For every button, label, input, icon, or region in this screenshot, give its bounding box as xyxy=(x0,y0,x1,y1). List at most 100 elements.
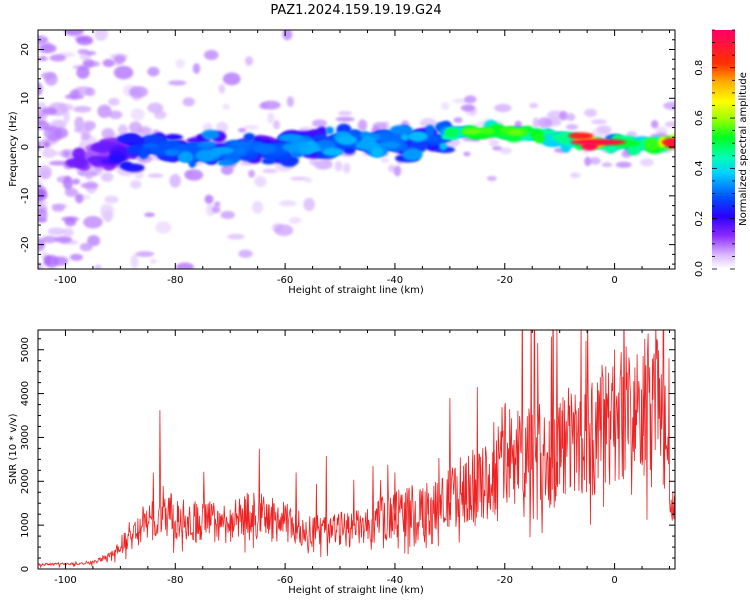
spectrogram-cell xyxy=(147,66,160,77)
spectrogram-cell xyxy=(101,128,115,140)
spectrogram-cell xyxy=(277,133,302,142)
spectrogram-cell xyxy=(389,125,413,135)
colorbar-tick-label: 0.2 xyxy=(694,211,705,227)
spectrogram-cell xyxy=(43,255,53,266)
spectrogram-cell xyxy=(425,134,439,142)
spectrogram-cell xyxy=(116,134,143,144)
spectrogram-cell xyxy=(74,116,85,130)
y-tick-label: 10 xyxy=(20,92,31,105)
spectrogram-cell xyxy=(164,149,180,157)
spectrogram-cell xyxy=(252,200,264,214)
spectrogram-cell xyxy=(101,210,114,222)
spectrogram-cell xyxy=(41,148,56,159)
spectrogram-cell xyxy=(252,143,277,155)
spectrogram-cell xyxy=(486,175,497,182)
spectrogram-cell xyxy=(559,110,568,121)
spectrogram-cell xyxy=(167,80,187,86)
spectrogram-cell xyxy=(439,142,448,151)
spectrogram-cell xyxy=(407,131,428,142)
spectrogram-cell xyxy=(234,146,248,156)
spectrogram-cell xyxy=(76,66,90,79)
spectrogram-cell xyxy=(64,217,77,227)
spectrogram-cell xyxy=(317,126,328,136)
x-tick-label: -20 xyxy=(497,575,513,586)
snr-y-label: SNR (10 * v/v) xyxy=(8,413,19,484)
spectrogram-cell xyxy=(108,110,123,120)
colorbar: 0.0 0.2 0.4 0.6 0.8 Normalized spectral ampl… xyxy=(694,29,749,277)
spectrogram-cell xyxy=(144,212,155,217)
spectrogram-cell xyxy=(48,160,68,166)
spectrogram-cell xyxy=(54,127,69,139)
colorbar-tick-label: 0.8 xyxy=(694,60,705,76)
spectrogram-cell xyxy=(135,251,155,257)
x-tick-label: -60 xyxy=(277,275,293,286)
spectrogram-cell xyxy=(147,173,164,178)
spectrogram-cell xyxy=(83,215,103,229)
snr-x-label: Height of straight line (km) xyxy=(288,585,424,596)
spectrogram-cell xyxy=(325,126,335,135)
snr-y-axis: 0 1000 2000 3000 4000 5000 xyxy=(20,337,675,572)
spectrogram-cell xyxy=(113,65,134,80)
x-tick-label: -100 xyxy=(54,575,77,586)
spectrogram-cell xyxy=(581,141,598,151)
colorbar-tick-label: 0.6 xyxy=(694,110,705,126)
spectrogram-cell xyxy=(142,134,164,145)
x-tick-label: -80 xyxy=(167,575,183,586)
spectrogram-cell xyxy=(155,221,172,234)
spectrogram-cell xyxy=(78,170,98,177)
spectrogram-cell xyxy=(453,117,463,123)
spectrogram-cell xyxy=(464,95,477,104)
colorbar-tick-label: 0.0 xyxy=(694,261,705,277)
spectrogram-cell xyxy=(79,242,93,252)
colorbar-ticks: 0.0 0.2 0.4 0.6 0.8 xyxy=(694,29,735,277)
spectrogram-cell xyxy=(78,142,86,149)
spectrogram-cell xyxy=(260,100,281,110)
spectrogram-cell xyxy=(211,206,221,214)
spectrogram-cell xyxy=(184,169,204,181)
spectrogram-cell xyxy=(128,121,143,134)
spectrogram-cell xyxy=(303,197,315,212)
spectrogram-cell xyxy=(130,179,142,189)
spectrogram-cell xyxy=(40,56,47,61)
spectrogram-cell xyxy=(62,227,74,237)
spectrogram-cell xyxy=(82,120,96,131)
colorbar-gradient xyxy=(712,30,735,269)
spectrogram-cell xyxy=(202,122,213,132)
spectrogram-cell xyxy=(205,203,216,217)
spectrogram-cell xyxy=(665,138,675,149)
spectrogram-cell xyxy=(335,116,355,122)
spectrogram-cell xyxy=(75,193,84,204)
spectrogram-cell xyxy=(664,121,675,128)
spectrogram-cell xyxy=(204,194,214,204)
spectrogram-cell xyxy=(279,200,297,207)
spectrogram-cell xyxy=(80,131,91,141)
spectrogram-cell xyxy=(273,119,281,130)
spectrogram-cell xyxy=(217,159,233,167)
spectrogram-cell xyxy=(63,150,70,158)
spectrogram-marks xyxy=(38,30,675,269)
spectrogram-cell xyxy=(334,160,343,172)
spectrogram-cell xyxy=(119,161,133,171)
spectrogram-cell xyxy=(216,121,229,133)
y-tick-label: 0 xyxy=(20,144,31,150)
spectrogram-cell xyxy=(130,107,145,121)
spectrogram-cell xyxy=(290,176,308,181)
spectrogram-cell xyxy=(479,127,495,135)
spectrogram-cell xyxy=(596,125,612,134)
spectrogram-cell xyxy=(463,151,471,157)
spectrogram-cell xyxy=(175,58,186,69)
y-tick-label: 20 xyxy=(20,43,31,56)
spectrogram-cell xyxy=(71,178,81,185)
spectrogram-cell xyxy=(322,147,344,157)
y-tick-label: 5000 xyxy=(20,337,31,362)
spectrogram-cell xyxy=(380,157,389,163)
spectrogram-cell xyxy=(529,102,539,109)
spectrogram-cell xyxy=(402,148,423,162)
x-tick-label: -40 xyxy=(387,575,403,586)
spectrogram-cell xyxy=(47,227,66,236)
spectrogram-cell xyxy=(38,120,50,130)
spectrogram-cell xyxy=(532,117,539,129)
